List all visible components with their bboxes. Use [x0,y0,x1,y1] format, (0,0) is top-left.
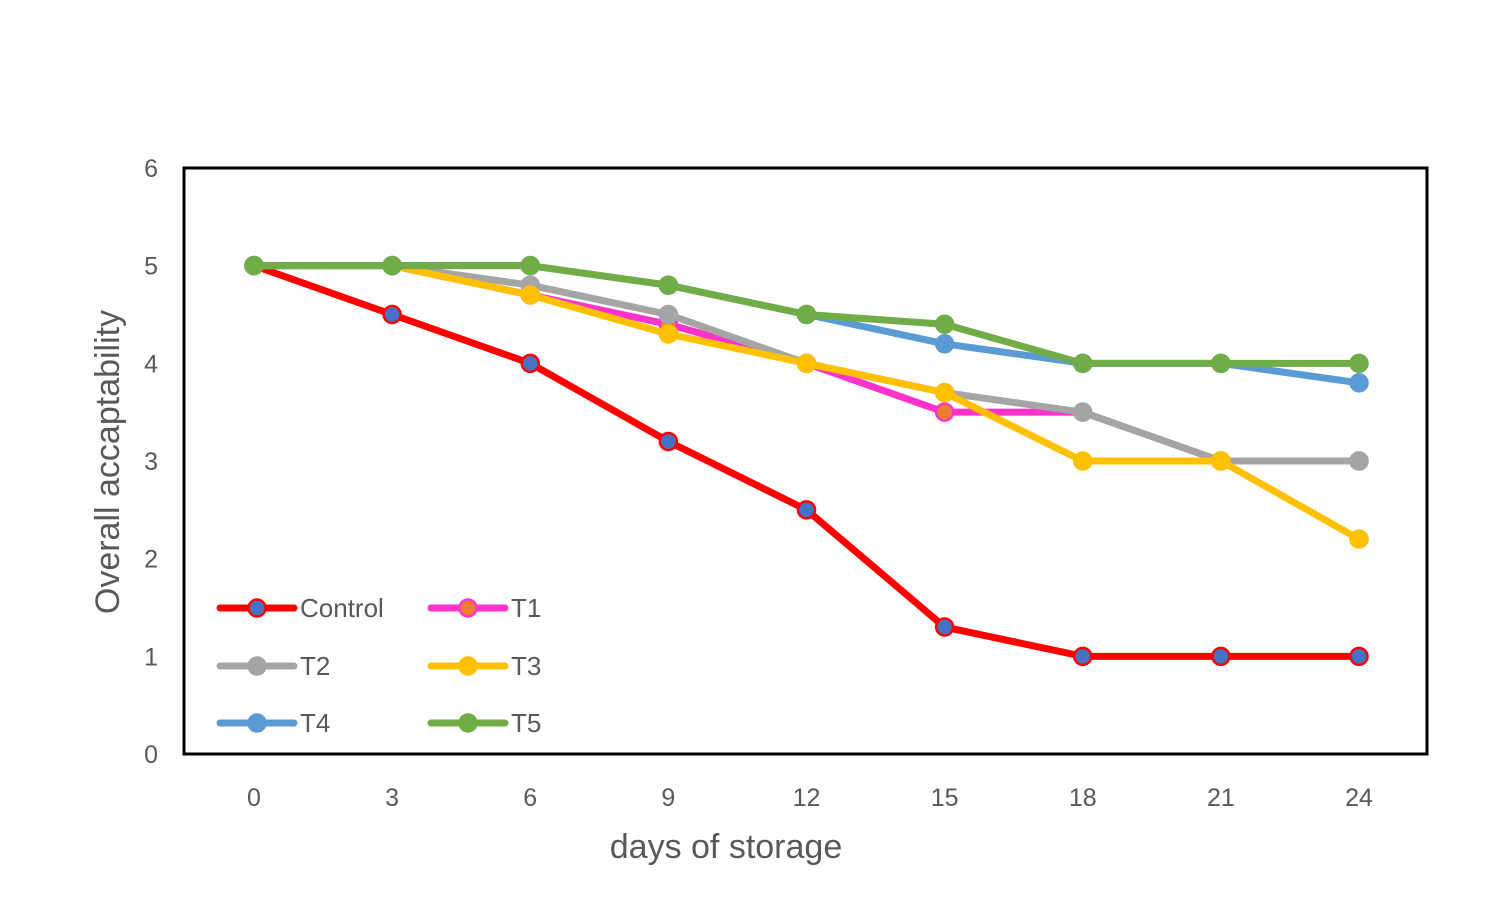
series-control [244,255,1369,667]
series-t5 [244,255,1369,374]
data-point [1349,646,1369,667]
data-point [658,304,679,325]
legend-item: T1 [427,593,541,623]
data-point [658,275,679,295]
x-tick-label: 3 [385,784,399,812]
legend-swatch-marker [458,598,478,618]
data-point [1211,451,1231,471]
y-tick-label: 3 [144,448,158,476]
data-point [1073,646,1093,667]
legend: Control T1 T2 T3 T4 T5 [216,593,541,738]
x-axis-ticks: 0 3 6 9 12 15 18 21 24 [247,784,1373,812]
x-tick-label: 24 [1345,784,1373,812]
data-point [796,353,817,374]
data-point [520,353,540,374]
legend-swatch-marker [247,598,267,618]
data-point [1073,402,1093,422]
x-tick-label: 21 [1207,784,1235,812]
data-point [658,324,679,344]
legend-swatch-marker [458,713,478,733]
data-point [796,304,817,325]
x-tick-label: 0 [247,784,261,812]
data-point [1349,529,1369,549]
data-point [1073,353,1093,374]
x-tick-label: 18 [1069,784,1097,812]
data-point [520,285,540,305]
data-point [1073,451,1093,471]
legend-item: T4 [216,708,330,738]
legend-label: T1 [511,593,541,623]
legend-item: T5 [427,708,541,738]
data-point [1211,353,1231,374]
y-axis-ticks: 0 1 2 3 4 5 6 [144,155,158,769]
legend-item: T3 [427,651,541,681]
y-axis-title: Overall accaptability [89,310,127,614]
data-point [1349,353,1369,374]
y-tick-label: 0 [144,741,158,769]
series-layer [244,255,1369,667]
data-point [934,617,955,637]
data-point [934,314,955,335]
y-tick-label: 2 [144,546,158,574]
legend-label: T4 [300,708,330,738]
data-point [244,255,264,276]
data-point [1349,373,1369,393]
data-point [520,255,540,276]
data-point [796,500,817,520]
x-tick-label: 12 [793,784,821,812]
legend-label: T2 [300,651,330,681]
legend-label: Control [300,593,384,623]
x-tick-label: 15 [931,784,959,812]
y-tick-label: 4 [144,350,158,378]
data-point [934,382,955,403]
data-point [934,334,955,354]
legend-swatch-marker [247,713,267,733]
legend-label: T5 [511,708,541,738]
data-point [658,431,679,452]
legend-swatch-marker [458,656,478,676]
data-point [1349,451,1369,471]
x-tick-label: 6 [523,784,537,812]
x-axis-title: days of storage [610,828,842,866]
legend-swatch-marker [247,656,267,676]
legend-item: T2 [216,651,330,681]
y-tick-label: 1 [144,643,158,671]
legend-item: Control [216,593,384,623]
y-tick-label: 6 [144,155,158,183]
y-tick-label: 5 [144,253,158,281]
data-point [382,255,402,276]
x-tick-label: 9 [661,784,675,812]
data-point [1211,646,1231,667]
data-point [934,402,955,422]
data-point [382,304,402,325]
legend-label: T3 [511,651,541,681]
